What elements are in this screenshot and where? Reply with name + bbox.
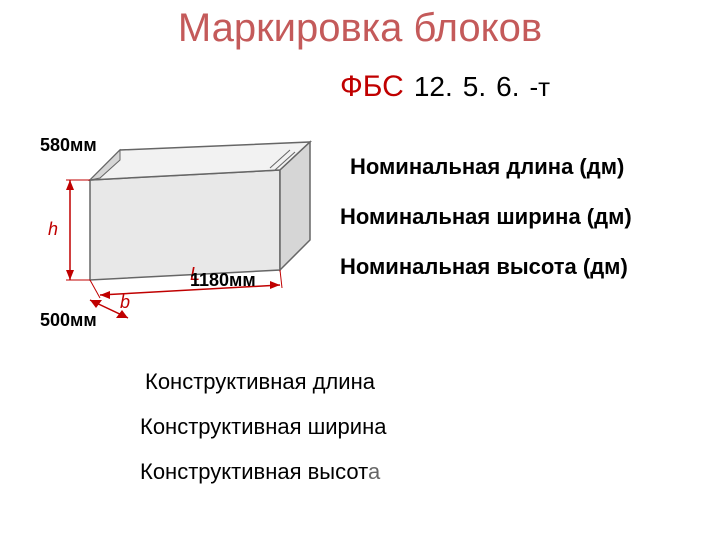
- svg-text:b: b: [120, 292, 130, 312]
- code-num-2: 5.: [463, 71, 486, 103]
- dim-width-value: 500мм: [40, 310, 97, 331]
- spec-construct-height-main: Конструктивная высот: [140, 459, 368, 484]
- marking-code: ФБС 12. 5. 6. -т: [340, 70, 550, 104]
- spec-construct-height-tail: а: [368, 459, 380, 484]
- spec-construct-height: Конструктивная высота: [140, 460, 420, 483]
- spec-nominal-width: Номинальная ширина (дм): [340, 205, 690, 229]
- spec-nominal-length: Номинальная длина (дм): [350, 155, 690, 179]
- code-num-1: 12.: [414, 71, 453, 103]
- dim-height-value: 580мм: [40, 135, 97, 156]
- svg-text:h: h: [48, 219, 58, 239]
- spec-construct-length: Конструктивная длина: [145, 370, 425, 393]
- spec-construct-width: Конструктивная ширина: [140, 415, 420, 438]
- dim-length-value: 1180мм: [190, 270, 256, 291]
- code-prefix: ФБС: [340, 70, 404, 104]
- spec-nominal-height: Номинальная высота (дм): [340, 255, 690, 279]
- code-num-3: 6.: [496, 71, 519, 103]
- slide-title: Маркировка блоков: [0, 6, 720, 51]
- code-suffix: -т: [529, 72, 550, 103]
